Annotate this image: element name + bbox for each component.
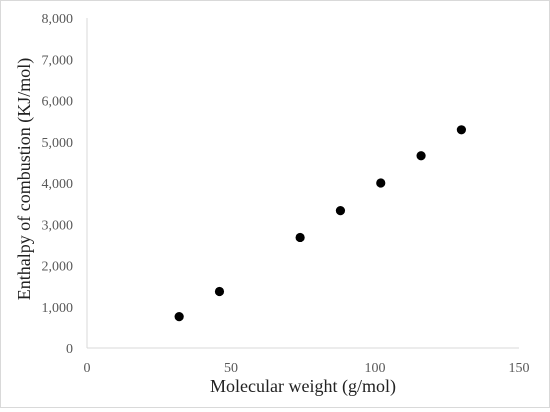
data-point (376, 178, 386, 188)
y-tick-label: 1,000 (42, 301, 74, 316)
x-tick-label: 0 (84, 361, 91, 376)
y-tick-label: 2,000 (42, 260, 74, 275)
y-tick-label: 6,000 (42, 95, 74, 110)
y-axis-title: Enthalpy of combustion (KJ/mol) (14, 58, 35, 300)
y-tick-label: 3,000 (42, 218, 74, 233)
tick-labels: 0 1,000 2,000 3,000 4,000 5,000 6,000 7,000 8,00… (42, 12, 530, 376)
data-point (174, 312, 184, 322)
x-axis-title: Molecular weight (g/mol) (210, 376, 396, 397)
data-point (335, 206, 346, 216)
data-point (295, 232, 305, 243)
data-point (214, 286, 225, 297)
y-tick-label: 7,000 (42, 53, 74, 68)
y-tick-label: 5,000 (42, 136, 74, 151)
axes (86, 18, 519, 349)
x-tick-label: 150 (509, 361, 530, 376)
y-tick-label: 8,000 (42, 12, 74, 27)
x-tick-label: 50 (224, 361, 238, 376)
data-point (416, 151, 426, 161)
data-points (174, 125, 466, 322)
x-tick-label: 100 (365, 361, 386, 376)
y-tick-label: 0 (66, 342, 73, 357)
y-tick-label: 4,000 (42, 177, 74, 192)
data-point (456, 125, 466, 135)
